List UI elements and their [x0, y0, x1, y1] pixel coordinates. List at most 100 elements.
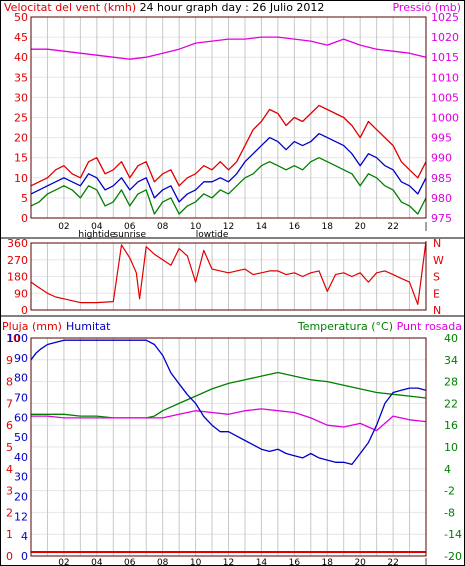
- compass-label: N: [433, 237, 441, 250]
- rain-tick-label: 6: [6, 419, 13, 432]
- rain-tick-label: 5: [6, 441, 13, 454]
- x-sublabel: hightide: [78, 230, 115, 240]
- humidity-tick-label: 4: [21, 530, 28, 543]
- x-tick-label: 16: [289, 558, 301, 566]
- x-tick-end-marker: |: [424, 558, 427, 566]
- temperature-tick-label: 34: [444, 354, 458, 367]
- wind-speed-tick-label: 35: [14, 71, 28, 84]
- compass-label: S: [433, 271, 440, 284]
- pressure-tick-label: 980: [431, 192, 452, 205]
- x-tick-label: 02: [58, 222, 69, 232]
- panel1-left-ticks: 0 5 10 15 20 25 30 35 40 45 50: [14, 11, 28, 225]
- humidity-tick-label: 40: [14, 451, 28, 464]
- temperature-tick-label: 22: [444, 397, 458, 410]
- x-tick-label: 20: [354, 558, 366, 566]
- rain-tick-label: 3: [6, 485, 13, 498]
- x-tick-label: 10: [190, 558, 202, 566]
- temperature-tick-label: 4: [444, 463, 451, 476]
- wind_lo-series-line: [30, 157, 427, 215]
- rain-tick-label: 1: [6, 528, 13, 541]
- wind-series-line: [30, 104, 427, 187]
- wind-speed-tick-label: 15: [14, 152, 28, 165]
- x-tick-label: 22: [387, 558, 398, 566]
- dewpoint-series-line: [31, 408, 427, 432]
- humidity-tick-label: 50: [14, 431, 28, 444]
- rain-tick-label: 10: [6, 332, 20, 345]
- humidity-tick-label: 80: [14, 372, 28, 385]
- pressure-axis-title: Pressió (mb): [392, 1, 461, 14]
- x-tick-label: 20: [354, 222, 366, 232]
- pressure-tick-label: 995: [431, 132, 452, 145]
- graph-title: 24 hour graph day : 26 Julio 2012: [140, 1, 325, 14]
- panel3-x-ticks: 0204060810121416182022|hightidesunriselo…: [58, 558, 427, 566]
- x-tick-label: 08: [157, 222, 169, 232]
- humidity-tick-label: 60: [14, 411, 28, 424]
- x-tick-label: 16: [289, 222, 301, 232]
- pressure-tick-label: 990: [431, 152, 452, 165]
- humidity-tick-label: 20: [14, 491, 28, 504]
- humidity-tick-label: 70: [14, 391, 28, 404]
- humidity-tick-label: 0: [21, 550, 28, 563]
- x-tick-label: 04: [91, 558, 103, 566]
- temperature-tick-label: 40: [444, 332, 458, 345]
- panel3-grid: [31, 338, 426, 556]
- x-tick-label: 10: [190, 222, 202, 232]
- x-sublabel: lowtide: [196, 230, 229, 240]
- wind-pressure-panel: Velocitat del vent (kmh) 24 hour graph d…: [4, 1, 461, 240]
- rain-axis-title: Pluja (mm): [2, 320, 62, 333]
- compass-label: E: [433, 287, 440, 300]
- humidity-series-line: [30, 339, 427, 466]
- temperature-tick-label: -14: [444, 528, 462, 541]
- direction-tick-label: 90: [14, 287, 28, 300]
- x-tick-label: 14: [256, 558, 268, 566]
- pressure-tick-label: 985: [431, 172, 452, 185]
- wind-speed-tick-label: 40: [14, 51, 28, 64]
- x-tick-label: 14: [256, 222, 268, 232]
- wind-speed-tick-label: 10: [14, 172, 28, 185]
- pressure-series-line: [31, 36, 427, 60]
- x-tick-label: 18: [322, 558, 334, 566]
- temperature-tick-label: -8: [444, 506, 455, 519]
- wind-speed-axis-title: Velocitat del vent (kmh): [4, 1, 136, 14]
- gust_avg-series-line: [30, 132, 427, 203]
- pressure-tick-label: 975: [431, 212, 452, 225]
- x-tick-label: 06: [124, 558, 136, 566]
- direction-tick-label: 0: [21, 304, 28, 317]
- x-tick-label: 02: [58, 558, 69, 566]
- wind-speed-tick-label: 30: [14, 91, 28, 104]
- panel2-left-ticks: 0 90 180 270 360: [7, 237, 28, 317]
- x-tick-end-marker: |: [424, 222, 427, 232]
- panel1-right-ticks: 975 980 985 990 995 1000 1005 1010 1015 1020 1025: [431, 11, 459, 225]
- rain-tick-label: 2: [6, 506, 13, 519]
- compass-label: W: [433, 254, 444, 267]
- temperature-series-line: [31, 371, 427, 419]
- panel3-temperature-ticks: -20 -14 -8 -2 4 10 16 22 28 34 40: [444, 332, 462, 563]
- x-tick-label: 04: [91, 222, 103, 232]
- temperature-axis-title: Temperatura (°C): [297, 320, 393, 333]
- direction-tick-label: 180: [7, 271, 28, 284]
- pressure-tick-label: 1000: [431, 112, 459, 125]
- x-tick-label: 08: [157, 558, 169, 566]
- pressure-tick-label: 1010: [431, 71, 459, 84]
- humidity-tick-label: 30: [14, 471, 28, 484]
- x-tick-label: 12: [223, 222, 234, 232]
- rain-tick-label: 4: [6, 463, 13, 476]
- x-sublabel: sunrise: [113, 230, 146, 240]
- panel1-series: [30, 36, 427, 215]
- pressure-tick-label: 1005: [431, 91, 459, 104]
- humidity-tick-label: 100: [7, 332, 28, 345]
- x-tick-label: 06: [124, 222, 136, 232]
- direction-tick-label: 270: [7, 254, 28, 267]
- wind-speed-tick-label: 20: [14, 132, 28, 145]
- rain-tick-label: 7: [6, 397, 13, 410]
- dewpoint-axis-title: Punt rosada: [397, 320, 462, 333]
- temperature-tick-label: -2: [444, 485, 455, 498]
- direction-tick-label: 360: [7, 237, 28, 250]
- panel3-plot-border: [30, 337, 427, 557]
- pressure-tick-label: 1020: [431, 31, 459, 44]
